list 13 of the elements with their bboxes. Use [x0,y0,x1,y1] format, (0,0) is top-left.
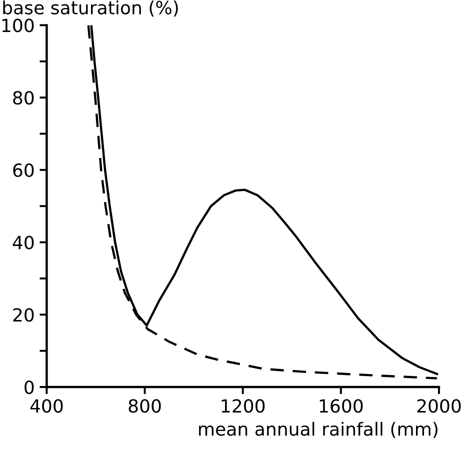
y-tick-label: 100 [2,18,34,32]
x-tick-label: 1600 [320,399,363,413]
x-axis-title: mean annual rainfall (mm) [199,422,438,438]
y-tick-label: 80 [13,91,34,105]
y-tick-label: 0 [24,380,34,394]
x-tick-label: 1200 [222,399,265,413]
y-axis-title: base saturation (%) [3,0,178,17]
y-tick-label: 20 [13,308,34,322]
y-tick-label: 40 [12,236,34,250]
x-tick-label: 400 [30,399,63,413]
y-tick-label: 60 [13,163,34,178]
x-tick-label: 2000 [417,399,461,413]
x-tick-label: 800 [128,399,161,413]
